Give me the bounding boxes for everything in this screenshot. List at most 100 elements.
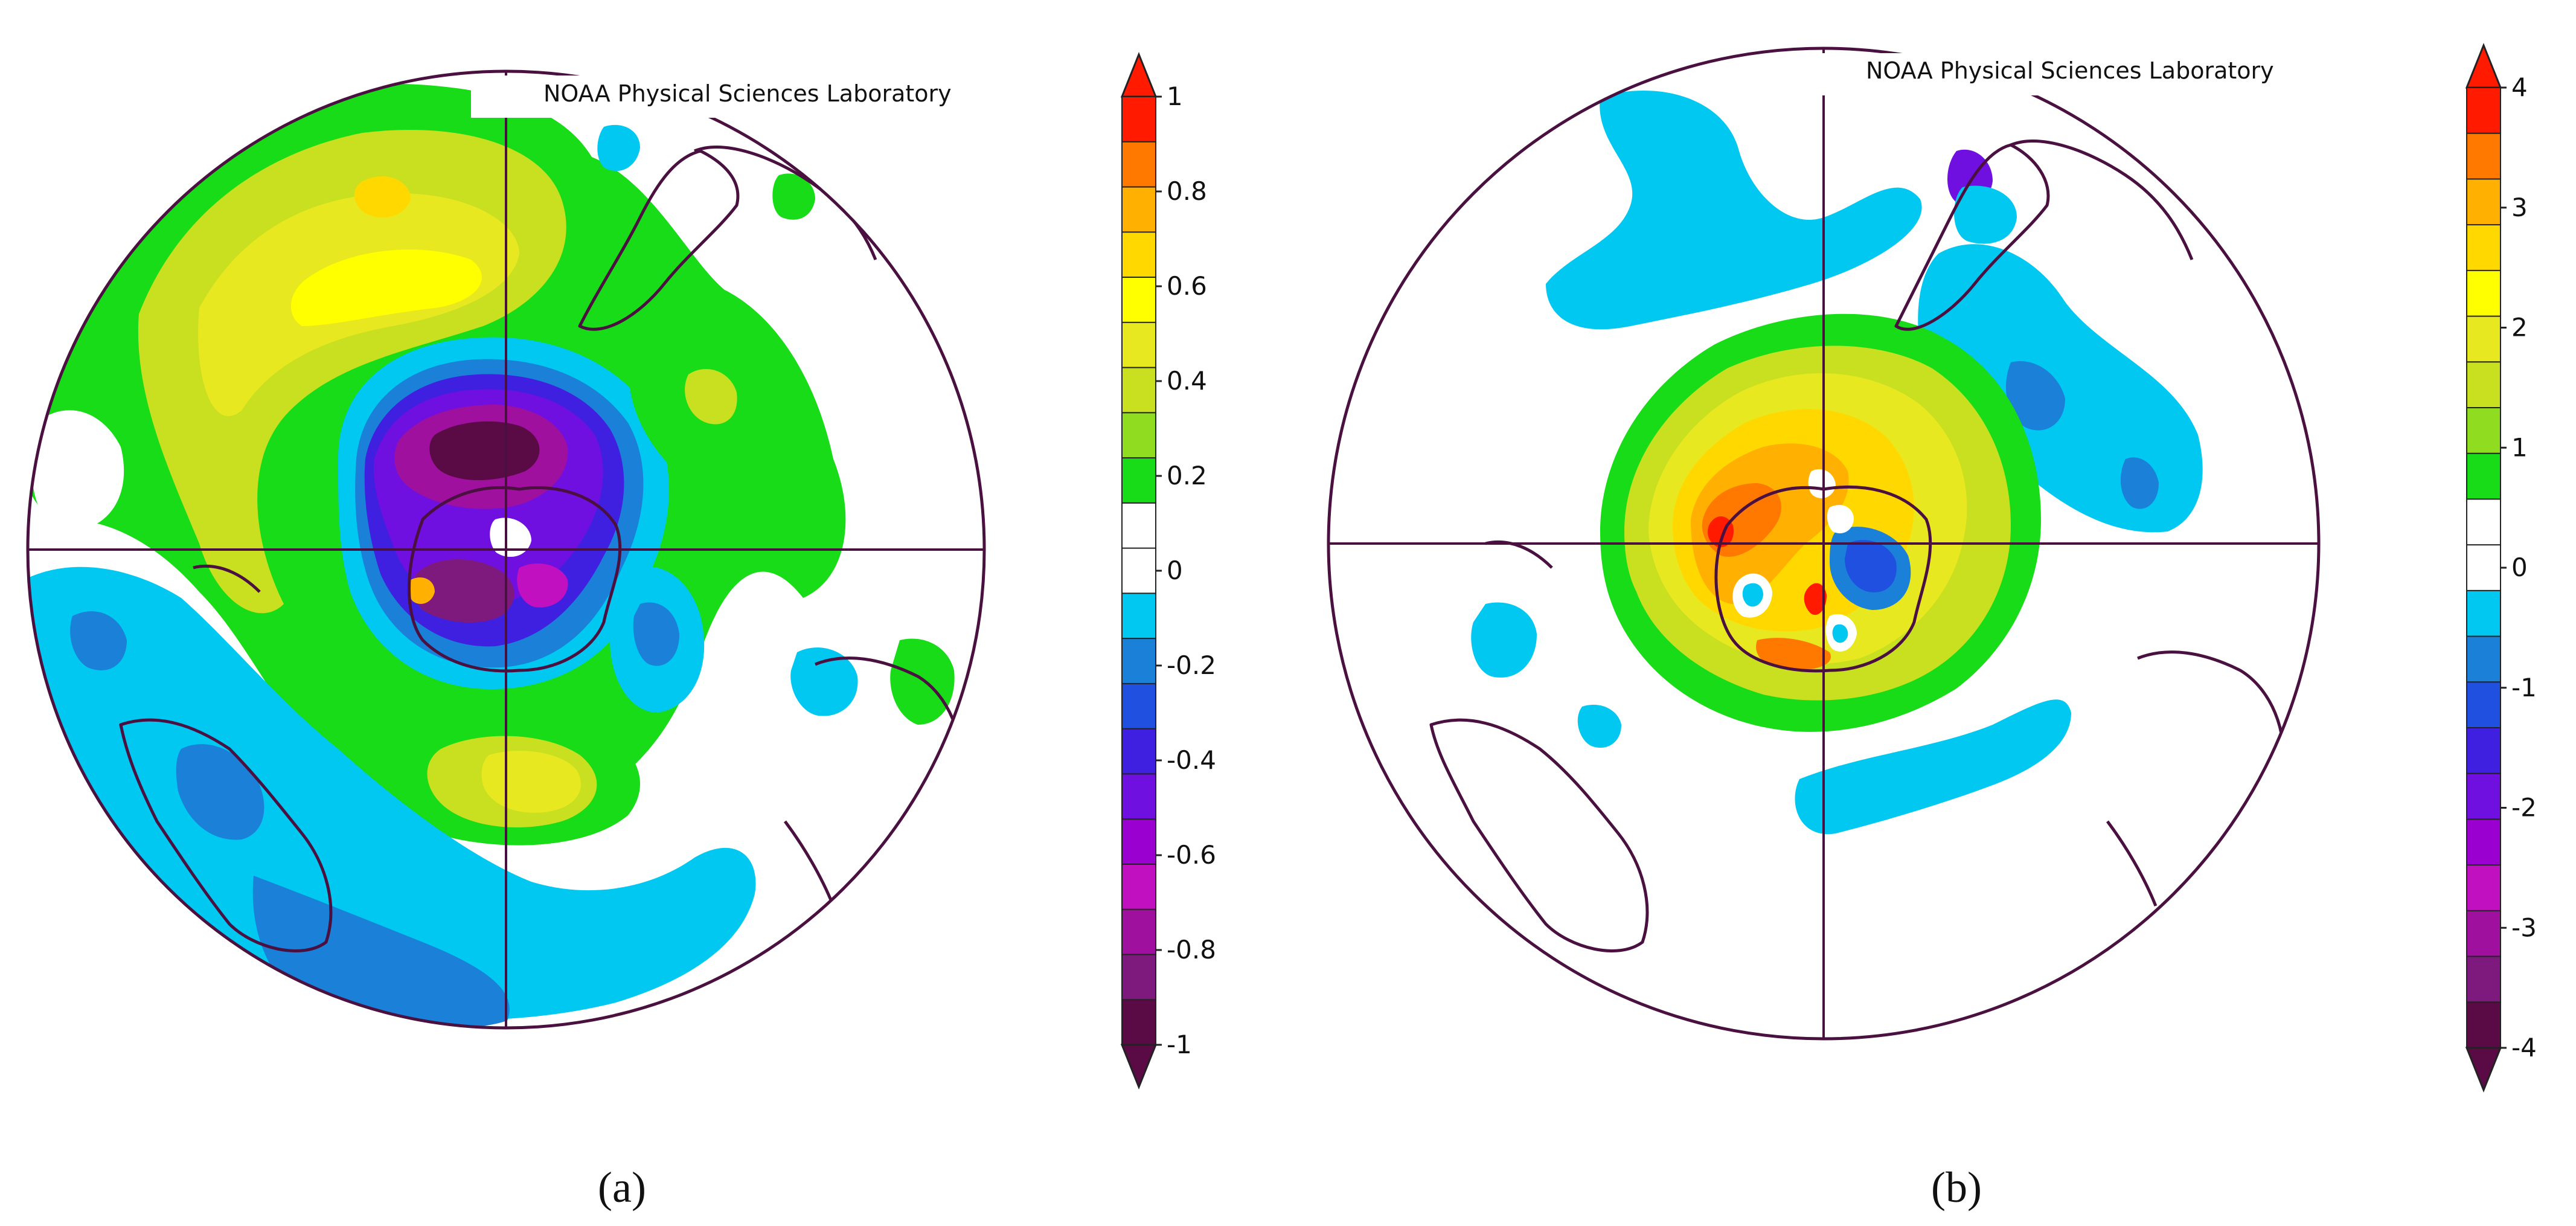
colorbar-a-swatch [1121,457,1156,504]
colorbar-a-tick-label: 0.4 [1167,366,1207,396]
colorbar-b-swatch [2466,635,2501,683]
map-b-deep-blue-core [1845,540,1897,592]
colorbar-a-swatch [1121,96,1156,143]
map-a-credit-box [471,75,990,118]
map-panel-b: NOAA Physical Sciences Laboratory [1327,47,2321,1041]
colorbar-b-swatch [2466,955,2501,1003]
colorbar-a-swatch [1121,728,1156,775]
colorbar-b-swatch [2466,87,2501,135]
map-b-left-cyan [1471,602,1537,678]
colorbar-b-swatch [2466,864,2501,912]
colorbar-b-swatch [2466,818,2501,866]
map-b-right-blue2 [2120,457,2159,509]
colorbar-b-swatch [2466,544,2501,592]
map-b-cyan-blob3 [1832,624,1848,643]
colorbar-a-swatch [1121,231,1156,278]
colorbar-a-swatch [1121,502,1156,550]
map-a-credit-text: NOAA Physical Sciences Laboratory [543,80,952,107]
map-a-right-blue [633,602,679,666]
colorbar-b-tick-label: -4 [2511,1033,2537,1062]
map-a-lower-cluster [412,559,514,623]
colorbar-b-tick-label: 0 [2511,553,2528,582]
colorbar-b-swatch [2466,132,2501,180]
colorbar-b-swatch [2466,407,2501,455]
colorbar-a-swatch [1121,141,1156,188]
colorbar-a-swatch [1121,863,1156,911]
map-b-lower-orange [1756,638,1831,670]
colorbar-b-tick-label: 1 [2511,432,2528,462]
colorbar-a-tick-label: 0 [1167,556,1183,585]
map-b-bottom-left-cyan [1577,704,1621,748]
colorbar-b-tick-label: 2 [2511,313,2528,342]
map-a-right-yg [685,369,737,425]
colorbar-a: 1 0.8 0.6 0.4 0.2 0 -0.2 -0.4 -0.6 -0.8 -1 [1120,51,1216,1090]
map-b-credit-box [1787,53,2319,95]
colorbar-b-swatch [2466,361,2501,409]
colorbar-b-swatch [2466,178,2501,226]
map-a-top-right-cyan [597,124,640,172]
colorbar-b: 4 3 2 1 0 -1 -2 -3 -4 [2465,42,2537,1093]
colorbar-a-swatch [1121,592,1156,640]
colorbar-b-min-arrow [2465,1047,2502,1093]
colorbar-a-swatch [1121,773,1156,820]
panel-label-b: (b) [1931,1163,1982,1212]
map-b-credit-text: NOAA Physical Sciences Laboratory [1866,57,2274,84]
map-a-red-spot [408,577,435,604]
colorbar-b-swatch [2466,1001,2501,1049]
colorbar-b-tick-label: -3 [2511,913,2537,942]
map-a-white-blob [490,518,531,557]
colorbar-a-tick-label: -0.8 [1167,935,1216,964]
colorbar-a-min-arrow [1120,1044,1158,1090]
map-b-top-cyan2 [1954,185,2017,244]
map-a-bottom-blue1 [70,611,127,670]
colorbar-a-swatch [1121,818,1156,865]
colorbar-a-tick-label: 0.6 [1167,271,1207,301]
colorbar-a-tick-label: -0.2 [1167,650,1216,680]
colorbar-a-max-arrow [1120,51,1158,98]
colorbar-a-swatch [1121,412,1156,459]
panel-label-a: (a) [598,1163,646,1212]
map-b-field [1328,48,2319,1039]
colorbar-b-tick-label: 3 [2511,193,2528,222]
colorbar-a-swatch [1121,367,1156,414]
map-b-right-blue1 [2005,361,2065,431]
colorbar-a-swatch [1121,277,1156,324]
map-a-lower-cluster2 [517,563,568,608]
map-b-outline [1327,47,2321,1041]
colorbar-a-tick-label: 0.2 [1167,461,1207,490]
colorbar-b-swatch [2466,224,2501,272]
map-a-field [28,71,984,1028]
colorbar-b-swatch [2466,315,2501,363]
colorbar-a-swatch [1121,321,1156,369]
colorbar-a-swatch [1121,954,1156,1001]
map-a-dark-core [429,421,540,480]
map-a-top-right-green [772,173,815,220]
map-a-right-green [629,318,827,570]
colorbar-a-swatch [1121,999,1156,1046]
colorbar-b-tick-label: 4 [2511,72,2528,102]
colorbar-b-tick-label: -2 [2511,793,2537,823]
colorbar-a-tick-label: -0.6 [1167,840,1216,870]
map-panel-a: NOAA Physical Sciences Laboratory [26,69,990,1030]
colorbar-b-tick-label: -1 [2511,673,2537,702]
colorbar-a-tick-label: -1 [1167,1030,1192,1059]
colorbar-b-swatch [2466,772,2501,820]
map-a-outline [26,69,986,1030]
colorbar-a-swatch [1121,547,1156,594]
map-b-bottom-cyan [1795,699,2071,835]
map-b-white-blob2 [1827,505,1854,534]
colorbar-b-swatch [2466,681,2501,729]
colorbar-b-swatch [2466,910,2501,958]
colorbar-a-swatch [1121,186,1156,233]
map-b-top-cyan [1546,91,1922,330]
map-a-white-patch [31,410,124,531]
map-b-white-blob4 [1808,469,1836,498]
map-a-yellow-core [290,249,482,326]
map-a-far-right-cyan [790,647,858,716]
colorbar-b-swatch [2466,589,2501,638]
map-a-orange-spot [354,176,411,218]
map-b-center-red [1804,583,1827,615]
colorbar-b-max-arrow [2465,42,2502,89]
colorbar-a-swatch [1121,682,1156,730]
